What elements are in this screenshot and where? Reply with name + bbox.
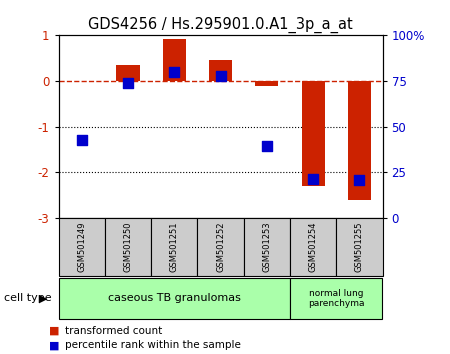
Text: caseous TB granulomas: caseous TB granulomas <box>108 293 241 303</box>
Text: percentile rank within the sample: percentile rank within the sample <box>65 340 241 350</box>
Text: GSM501249: GSM501249 <box>77 222 86 272</box>
Bar <box>302 81 324 186</box>
Point <box>78 137 85 143</box>
Text: GSM501254: GSM501254 <box>309 222 318 272</box>
Text: GSM501255: GSM501255 <box>355 222 364 272</box>
Text: cell type: cell type <box>4 293 52 303</box>
Point <box>356 177 363 183</box>
Text: transformed count: transformed count <box>65 326 162 336</box>
Text: normal lung
parenchyma: normal lung parenchyma <box>308 289 364 308</box>
Point <box>310 176 317 182</box>
Text: GSM501253: GSM501253 <box>262 222 271 272</box>
Bar <box>255 81 279 86</box>
Text: GSM501250: GSM501250 <box>123 222 132 272</box>
Point <box>171 69 178 75</box>
Bar <box>209 61 232 81</box>
Title: GDS4256 / Hs.295901.0.A1_3p_a_at: GDS4256 / Hs.295901.0.A1_3p_a_at <box>88 16 353 33</box>
Text: ▶: ▶ <box>39 293 47 303</box>
Text: GSM501252: GSM501252 <box>216 222 225 272</box>
Point <box>124 80 131 86</box>
Bar <box>162 39 186 81</box>
Text: GSM501251: GSM501251 <box>170 222 179 272</box>
Bar <box>117 65 140 81</box>
Text: ■: ■ <box>49 340 59 350</box>
Text: ■: ■ <box>49 326 59 336</box>
Bar <box>348 81 371 200</box>
Point <box>263 143 270 149</box>
Point <box>217 74 224 79</box>
